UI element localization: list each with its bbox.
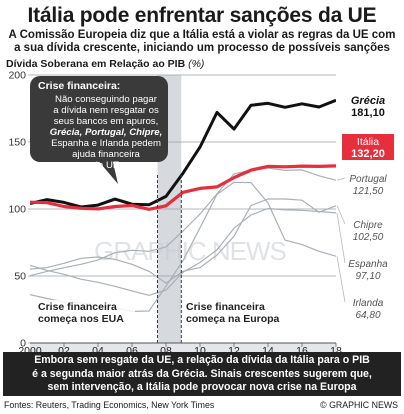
- x-tick-label: 12: [228, 345, 240, 356]
- callout-title: Crise financeira:: [38, 80, 120, 92]
- series-label-value: 121,50: [353, 186, 384, 197]
- callout-pointer: [96, 158, 118, 184]
- x-tick-label: 2000: [18, 345, 42, 356]
- label-leader: [336, 212, 346, 264]
- event-annotation: Crise financeira: [38, 301, 117, 313]
- callout-line: da UE: [93, 160, 120, 171]
- series-label-value: 64,80: [355, 310, 380, 321]
- series-label-value: 132,20: [351, 148, 385, 160]
- series-label-name: Espanha: [348, 259, 388, 270]
- x-tick-label: 16: [296, 345, 308, 356]
- page-title: Itália pode enfrentar sanções da UE: [27, 4, 377, 27]
- italy-label-box: [342, 134, 394, 160]
- series-line-espanha: [30, 207, 336, 296]
- event-annotation: Crise financeira: [186, 301, 265, 313]
- series-label-name: Portugal: [349, 174, 387, 185]
- summary-line-1: Embora sem resgate da UE, a relação da d…: [34, 354, 370, 366]
- x-tick-label: 14: [262, 345, 274, 356]
- summary-line-2: é a segunda maior atrás da Grécia. Sinai…: [32, 367, 372, 380]
- label-leader: [336, 177, 346, 181]
- callout-line: Grécia, Portugal, Chipre,: [50, 127, 163, 138]
- series-line-itália: [30, 164, 336, 211]
- series-line-chipre: [30, 198, 336, 284]
- callout-box: [30, 76, 168, 162]
- subtitle-line-1: A Comissão Europeia diz que a Itália est…: [8, 29, 396, 41]
- chart-unit: (%): [188, 58, 205, 70]
- callout-line: ajuda financeira: [72, 149, 140, 160]
- annotation-bg: [183, 300, 283, 326]
- series-label-value: 102,50: [353, 232, 384, 243]
- source-note: Fontes: Reuters, Trading Economics, New …: [4, 400, 215, 410]
- summary-box: Embora sem resgate da UE, a relação da d…: [3, 352, 401, 396]
- label-leader: [336, 256, 346, 303]
- series-label-value: 181,10: [351, 107, 385, 119]
- event-annotation: começa na Europa: [186, 313, 280, 325]
- callout-line: seus bancos em apuros,: [54, 116, 159, 127]
- y-tick-label: 0: [20, 338, 26, 350]
- x-tick-label: 02: [58, 345, 70, 356]
- series-label-value: 97,10: [355, 271, 380, 282]
- event-annotation: começa nos EUA: [38, 313, 124, 325]
- series-label-name: Grécia: [351, 95, 385, 107]
- summary-line-3: sem intervenção, a Itália pode provocar …: [47, 381, 357, 393]
- x-tick-label: 08: [160, 345, 172, 356]
- copyright: © GRAPHIC NEWS: [320, 400, 398, 410]
- subtitle: A Comissão Europeia diz que a Itália est…: [4, 29, 400, 55]
- series-label-name: Itália: [357, 136, 379, 148]
- y-tick-label: 50: [14, 271, 26, 283]
- y-tick-label: 200: [8, 70, 26, 82]
- subtitle-line-2: a sua dívida crescente, iniciando um pro…: [14, 42, 390, 54]
- x-tick-label: 04: [92, 345, 104, 356]
- y-tick-label: 150: [8, 137, 26, 149]
- label-leader: [336, 205, 346, 225]
- annotation-bg: [35, 300, 135, 326]
- callout: Crise financeira: Não conseguindo pagar …: [30, 76, 168, 184]
- chart-heading: Dívida Soberana em Relação ao PIB (%): [6, 58, 204, 71]
- y-tick-label: 100: [8, 204, 26, 216]
- callout-line: a dívida nem resgatar os: [53, 105, 159, 116]
- callout-line: Espanha e Irlanda pedem: [51, 138, 161, 149]
- series-line-portugal: [30, 167, 336, 277]
- callout-line: Não conseguindo pagar: [55, 94, 158, 105]
- x-tick-label: 18: [330, 345, 342, 356]
- series-label-name: Irlanda: [353, 298, 384, 309]
- x-tick-label: 10: [194, 345, 206, 356]
- x-tick-label: 06: [126, 345, 138, 356]
- chart-heading-text: Dívida Soberana em Relação ao PIB: [6, 58, 186, 70]
- series-label-name: Chipre: [353, 220, 383, 231]
